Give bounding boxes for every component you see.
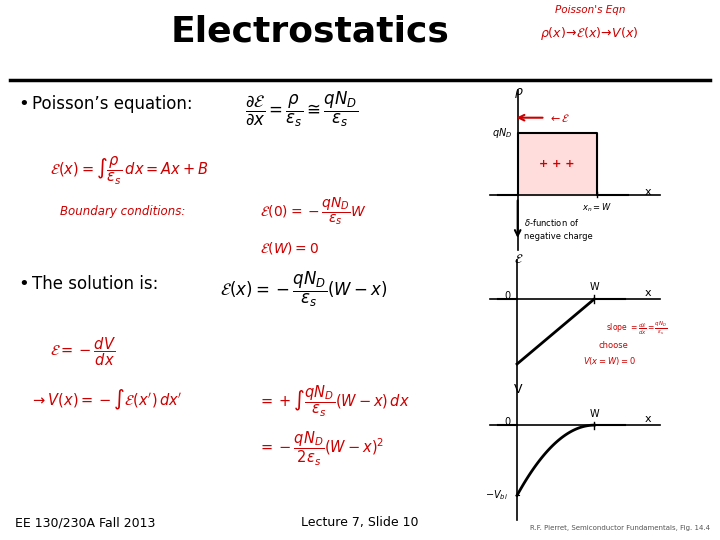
Text: $-V_{bi}$: $-V_{bi}$ bbox=[485, 489, 508, 502]
Text: •: • bbox=[18, 95, 29, 113]
Text: •: • bbox=[18, 275, 29, 293]
Text: 0: 0 bbox=[505, 292, 511, 301]
Text: $\delta$-function of: $\delta$-function of bbox=[524, 217, 580, 228]
Text: $\mathcal{E}$: $\mathcal{E}$ bbox=[514, 253, 523, 266]
Text: $\mathcal{E}(x) = -\dfrac{qN_D}{\varepsilon_s}(W - x)$: $\mathcal{E}(x) = -\dfrac{qN_D}{\varepsi… bbox=[220, 270, 387, 309]
Text: x: x bbox=[645, 414, 652, 424]
Text: $\leftarrow \mathcal{E}$: $\leftarrow \mathcal{E}$ bbox=[548, 112, 570, 124]
Text: V: V bbox=[514, 383, 523, 396]
Text: negative charge: negative charge bbox=[524, 232, 593, 241]
Text: $\rho(x)\!\rightarrow\!\mathcal{E}(x)\!\rightarrow\! V(x)$: $\rho(x)\!\rightarrow\!\mathcal{E}(x)\!\… bbox=[540, 25, 639, 42]
Text: R.F. Pierret, Semiconductor Fundamentals, Fig. 14.4: R.F. Pierret, Semiconductor Fundamentals… bbox=[530, 525, 710, 531]
Text: $\rho$: $\rho$ bbox=[514, 86, 524, 100]
Text: x: x bbox=[645, 187, 652, 197]
Text: $\rightarrow V(x) = -\int \mathcal{E}(x')\,dx'$: $\rightarrow V(x) = -\int \mathcal{E}(x'… bbox=[30, 388, 183, 412]
Text: The solution is:: The solution is: bbox=[32, 275, 158, 293]
Text: W: W bbox=[590, 409, 599, 419]
Text: Poisson's Eqn: Poisson's Eqn bbox=[555, 5, 626, 15]
Text: slope $=\frac{d\mathcal{E}}{dx}=\frac{qN_D}{\varepsilon_s}$: slope $=\frac{d\mathcal{E}}{dx}=\frac{qN… bbox=[606, 320, 667, 337]
Bar bbox=[518, 133, 597, 194]
Text: $\mathcal{E}(0) = -\dfrac{qN_D}{\varepsilon_s}W$: $\mathcal{E}(0) = -\dfrac{qN_D}{\varepsi… bbox=[260, 195, 366, 227]
Text: $qN_D$: $qN_D$ bbox=[492, 126, 513, 140]
Text: $\dfrac{\partial \mathcal{E}}{\partial x} = \dfrac{\rho}{\varepsilon_s} \cong \d: $\dfrac{\partial \mathcal{E}}{\partial x… bbox=[245, 90, 359, 129]
Text: Poisson’s equation:: Poisson’s equation: bbox=[32, 95, 193, 113]
Text: W: W bbox=[590, 282, 599, 293]
Text: $\mathcal{E}(W) = 0$: $\mathcal{E}(W) = 0$ bbox=[260, 240, 319, 256]
Text: $= -\dfrac{qN_D}{2\varepsilon_s}(W-x)^2$: $= -\dfrac{qN_D}{2\varepsilon_s}(W-x)^2$ bbox=[258, 430, 384, 468]
Text: Lecture 7, Slide 10: Lecture 7, Slide 10 bbox=[301, 516, 419, 529]
Text: $\mathcal{E} = -\dfrac{dV}{dx}$: $\mathcal{E} = -\dfrac{dV}{dx}$ bbox=[50, 335, 116, 368]
Text: $= +\int \dfrac{qN_D}{\varepsilon_s}(W-x)\,dx$: $= +\int \dfrac{qN_D}{\varepsilon_s}(W-x… bbox=[258, 384, 410, 419]
Text: choose: choose bbox=[599, 341, 629, 350]
Text: Electrostatics: Electrostatics bbox=[171, 15, 449, 49]
Text: Boundary conditions:: Boundary conditions: bbox=[60, 205, 185, 218]
Text: $\mathcal{E}(x) = \int \dfrac{\rho}{\varepsilon_s}\,dx = Ax + B$: $\mathcal{E}(x) = \int \dfrac{\rho}{\var… bbox=[50, 155, 208, 187]
Text: $x_n = W$: $x_n = W$ bbox=[582, 202, 612, 214]
Text: x: x bbox=[645, 288, 652, 299]
Text: EE 130/230A Fall 2013: EE 130/230A Fall 2013 bbox=[15, 516, 156, 529]
Text: 0: 0 bbox=[505, 417, 511, 427]
Text: $V(x{=}W){=}0$: $V(x{=}W){=}0$ bbox=[583, 355, 636, 367]
Text: + + +: + + + bbox=[539, 159, 575, 169]
